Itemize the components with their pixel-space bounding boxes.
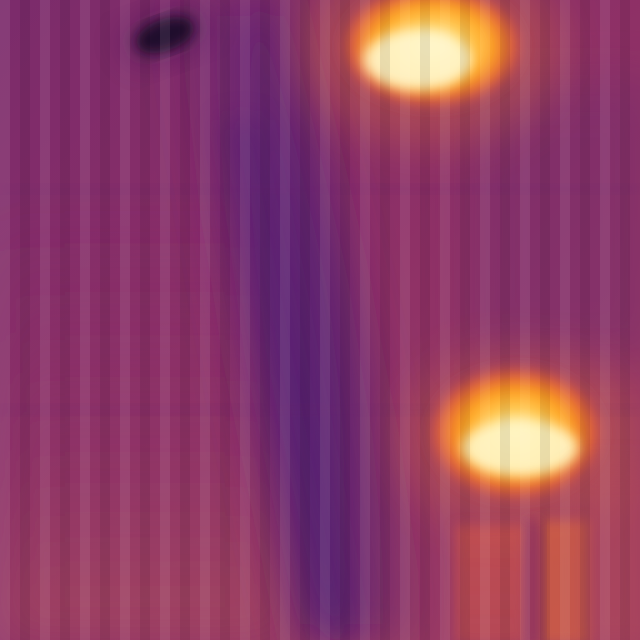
cool-gap-column (525, 520, 543, 640)
ceiling-seam-2 (0, 405, 640, 415)
sensor-stripe (120, 0, 130, 640)
sensor-stripe (500, 0, 510, 640)
sensor-stripe (300, 0, 310, 640)
ceiling-seam-1 (0, 185, 640, 193)
sensor-stripe (360, 0, 370, 640)
sensor-stripe (180, 0, 190, 640)
sensor-stripe (400, 0, 410, 640)
sensor-stripe (20, 0, 30, 640)
sensor-stripe (60, 0, 70, 640)
sensor-stripe (580, 0, 590, 640)
dark-spot-halo (120, 5, 210, 65)
sensor-stripe (540, 0, 550, 640)
sensor-stripe (160, 0, 170, 640)
sensor-stripe (380, 0, 390, 640)
sensor-stripe (40, 0, 50, 640)
sensor-stripe (420, 0, 430, 640)
sensor-stripe (600, 0, 610, 640)
sensor-stripe (220, 0, 230, 640)
sensor-stripe (480, 0, 490, 640)
sensor-stripe (280, 0, 290, 640)
sensor-stripe (520, 0, 530, 640)
sensor-stripe (140, 0, 150, 640)
sensor-stripe (0, 0, 10, 640)
sensor-stripe (340, 0, 350, 640)
ceiling-light-bottom-core (462, 420, 578, 476)
sensor-stripe (100, 0, 110, 640)
ceiling-light-top-core (364, 30, 472, 90)
sensor-stripe (560, 0, 570, 640)
sensor-stripe (620, 0, 630, 640)
sensor-stripe (260, 0, 270, 640)
warm-column-left (455, 525, 527, 640)
sensor-stripe (460, 0, 470, 640)
sensor-stripe (240, 0, 250, 640)
cool-diagonal-band-core (220, 120, 360, 640)
sensor-stripe (440, 0, 450, 640)
lower-right-wall (580, 470, 640, 640)
sensor-stripe (200, 0, 210, 640)
sensor-stripe (320, 0, 330, 640)
sensor-stripe (80, 0, 90, 640)
